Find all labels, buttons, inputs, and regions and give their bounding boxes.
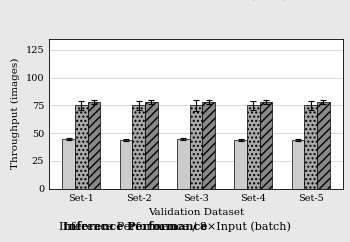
Bar <box>88 102 100 189</box>
Legend: CPU, GPU, VPU (Multi): CPU, GPU, VPU (Multi) <box>101 0 291 5</box>
Bar <box>120 140 132 189</box>
Bar <box>234 140 247 189</box>
Y-axis label: Throughput (images): Throughput (images) <box>11 58 20 169</box>
Bar <box>75 106 88 189</box>
Bar <box>304 106 317 189</box>
Bar <box>177 139 190 189</box>
Bar <box>62 139 75 189</box>
Bar <box>145 102 158 189</box>
Bar <box>247 106 260 189</box>
Bar <box>292 140 304 189</box>
Text: Inference Performance: Inference Performance <box>63 221 208 232</box>
Bar <box>260 102 272 189</box>
Text: Inference Performance / 8×Input (batch): Inference Performance / 8×Input (batch) <box>59 222 291 232</box>
Bar <box>317 102 330 189</box>
Bar <box>190 106 202 189</box>
Bar <box>132 106 145 189</box>
Bar <box>202 102 215 189</box>
X-axis label: Validation Dataset: Validation Dataset <box>148 208 244 217</box>
